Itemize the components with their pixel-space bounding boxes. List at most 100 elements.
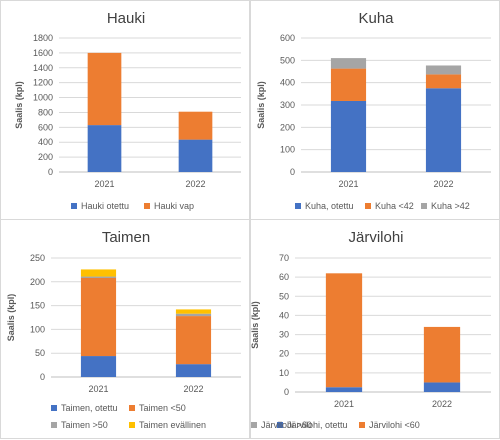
bar-segment-2 xyxy=(80,277,117,357)
y-tick-label: 10 xyxy=(279,368,289,378)
x-tick-label: 2022 xyxy=(183,384,203,394)
bar-segment-1 xyxy=(80,356,117,377)
legend-label: Järvilohi >60 xyxy=(261,420,312,430)
legend-item: Kuha >42 xyxy=(421,201,470,211)
bar-segment-1 xyxy=(330,100,367,172)
y-tick-label: 600 xyxy=(280,33,295,43)
bar-segment-3 xyxy=(330,58,367,69)
bar-segment-1 xyxy=(178,139,213,172)
legend-swatch xyxy=(295,203,301,209)
bar-segment-4 xyxy=(80,269,117,277)
legend-item: Kuha <42 xyxy=(365,201,414,211)
bar-segment-2 xyxy=(178,111,213,140)
legend-label: Kuha >42 xyxy=(431,201,470,211)
bar-segment-2 xyxy=(175,316,212,365)
y-axis-label: Saalis (kpl) xyxy=(6,294,16,342)
legend-label: Kuha <42 xyxy=(375,201,414,211)
legend-item: Taimen evällinen xyxy=(129,420,206,430)
y-tick-label: 1000 xyxy=(33,93,53,103)
legend-swatch xyxy=(277,422,283,428)
bar-segment-1 xyxy=(87,125,122,172)
x-tick-label: 2022 xyxy=(432,399,452,409)
bar-segment-2 xyxy=(330,68,367,101)
legend-item: Hauki vap xyxy=(144,201,194,211)
bar-segment-2 xyxy=(425,74,462,89)
y-tick-label: 1400 xyxy=(33,63,53,73)
legend-item: Järvilohi >60 xyxy=(251,420,312,430)
y-tick-label: 1800 xyxy=(33,33,53,43)
legend-swatch xyxy=(51,422,57,428)
bar-segment-3 xyxy=(175,313,212,317)
bar-segment-1 xyxy=(175,364,212,377)
y-tick-label: 800 xyxy=(38,107,53,117)
legend-label: Järvilohi <60 xyxy=(369,420,420,430)
x-tick-label: 2022 xyxy=(433,179,453,189)
y-axis-label: Saalis (kpl) xyxy=(256,81,266,129)
y-tick-label: 100 xyxy=(280,145,295,155)
legend-swatch xyxy=(71,203,77,209)
bar-segment-3 xyxy=(425,65,462,75)
bar-segment-2 xyxy=(325,273,363,388)
y-axis-label: Saalis (kpl) xyxy=(251,301,260,349)
chart-title: Taimen xyxy=(102,229,150,246)
legend-swatch xyxy=(144,203,150,209)
x-tick-label: 2021 xyxy=(334,399,354,409)
y-tick-label: 500 xyxy=(280,55,295,65)
legend-swatch xyxy=(421,203,427,209)
y-tick-label: 600 xyxy=(38,122,53,132)
legend-label: Taimen <50 xyxy=(139,403,186,413)
y-tick-label: 300 xyxy=(280,100,295,110)
y-tick-label: 30 xyxy=(279,330,289,340)
y-tick-label: 400 xyxy=(280,78,295,88)
y-tick-label: 70 xyxy=(279,253,289,263)
bar-segment-2 xyxy=(87,52,122,126)
y-tick-label: 0 xyxy=(48,167,53,177)
legend-swatch xyxy=(251,422,257,428)
chart-panel-hauki: Hauki Saalis (kpl) 0 200 400 600 800 1000 1200 14… xyxy=(0,0,250,220)
legend-label: Järvilohi, otettu xyxy=(287,420,348,430)
y-tick-label: 20 xyxy=(279,349,289,359)
x-tick-label: 2021 xyxy=(88,384,108,394)
legend-item: Kuha, otettu xyxy=(295,201,354,211)
legend-swatch xyxy=(129,422,135,428)
y-tick-label: 100 xyxy=(30,324,45,334)
y-tick-label: 400 xyxy=(38,137,53,147)
chart-title: Järvilohi xyxy=(348,229,403,246)
y-tick-label: 200 xyxy=(38,152,53,162)
y-axis-label: Saalis (kpl) xyxy=(14,81,24,129)
y-tick-label: 1200 xyxy=(33,78,53,88)
legend-label: Hauki vap xyxy=(154,201,195,211)
y-tick-label: 0 xyxy=(290,167,295,177)
legend-label: Kuha, otettu xyxy=(305,201,354,211)
legend-swatch xyxy=(359,422,365,428)
chart-title: Hauki xyxy=(107,10,145,27)
y-tick-label: 40 xyxy=(279,310,289,320)
x-tick-label: 2021 xyxy=(94,179,114,189)
y-tick-label: 200 xyxy=(280,122,295,132)
chart-title: Kuha xyxy=(358,10,394,27)
legend-label: Taimen, otettu xyxy=(61,403,118,413)
x-tick-label: 2021 xyxy=(338,179,358,189)
bar-segment-3 xyxy=(80,276,117,278)
bar-segment-1 xyxy=(325,387,363,392)
y-tick-label: 0 xyxy=(40,372,45,382)
y-tick-label: 0 xyxy=(284,387,289,397)
legend-swatch xyxy=(365,203,371,209)
bar-segment-1 xyxy=(423,382,461,392)
legend-item: Taimen <50 xyxy=(129,403,186,413)
legend-item: Taimen, otettu xyxy=(51,403,118,413)
y-tick-label: 150 xyxy=(30,301,45,311)
y-tick-label: 50 xyxy=(279,291,289,301)
legend-label: Taimen >50 xyxy=(61,420,108,430)
bar-segment-2 xyxy=(423,326,461,383)
y-tick-label: 250 xyxy=(30,253,45,263)
legend-label: Hauki otettu xyxy=(81,201,130,211)
chart-panel-taimen: Taimen Saalis (kpl) 0 50 100 150 200 250 2021 202… xyxy=(0,219,250,439)
legend-swatch xyxy=(129,405,135,411)
chart-svg-jarvilohi: Järvilohi Saalis (kpl) 0 10 20 30 40 50 60 70 2021… xyxy=(251,229,491,409)
legend-swatch xyxy=(51,405,57,411)
bar-segment-4 xyxy=(175,309,212,314)
legend-label: Taimen evällinen xyxy=(139,420,207,430)
legend-item: Järvilohi <60 xyxy=(359,420,420,430)
chart-panel-jarvilohi: Järvilohi Saalis (kpl) 0 10 20 30 40 50 60 70 2021… xyxy=(250,219,500,439)
